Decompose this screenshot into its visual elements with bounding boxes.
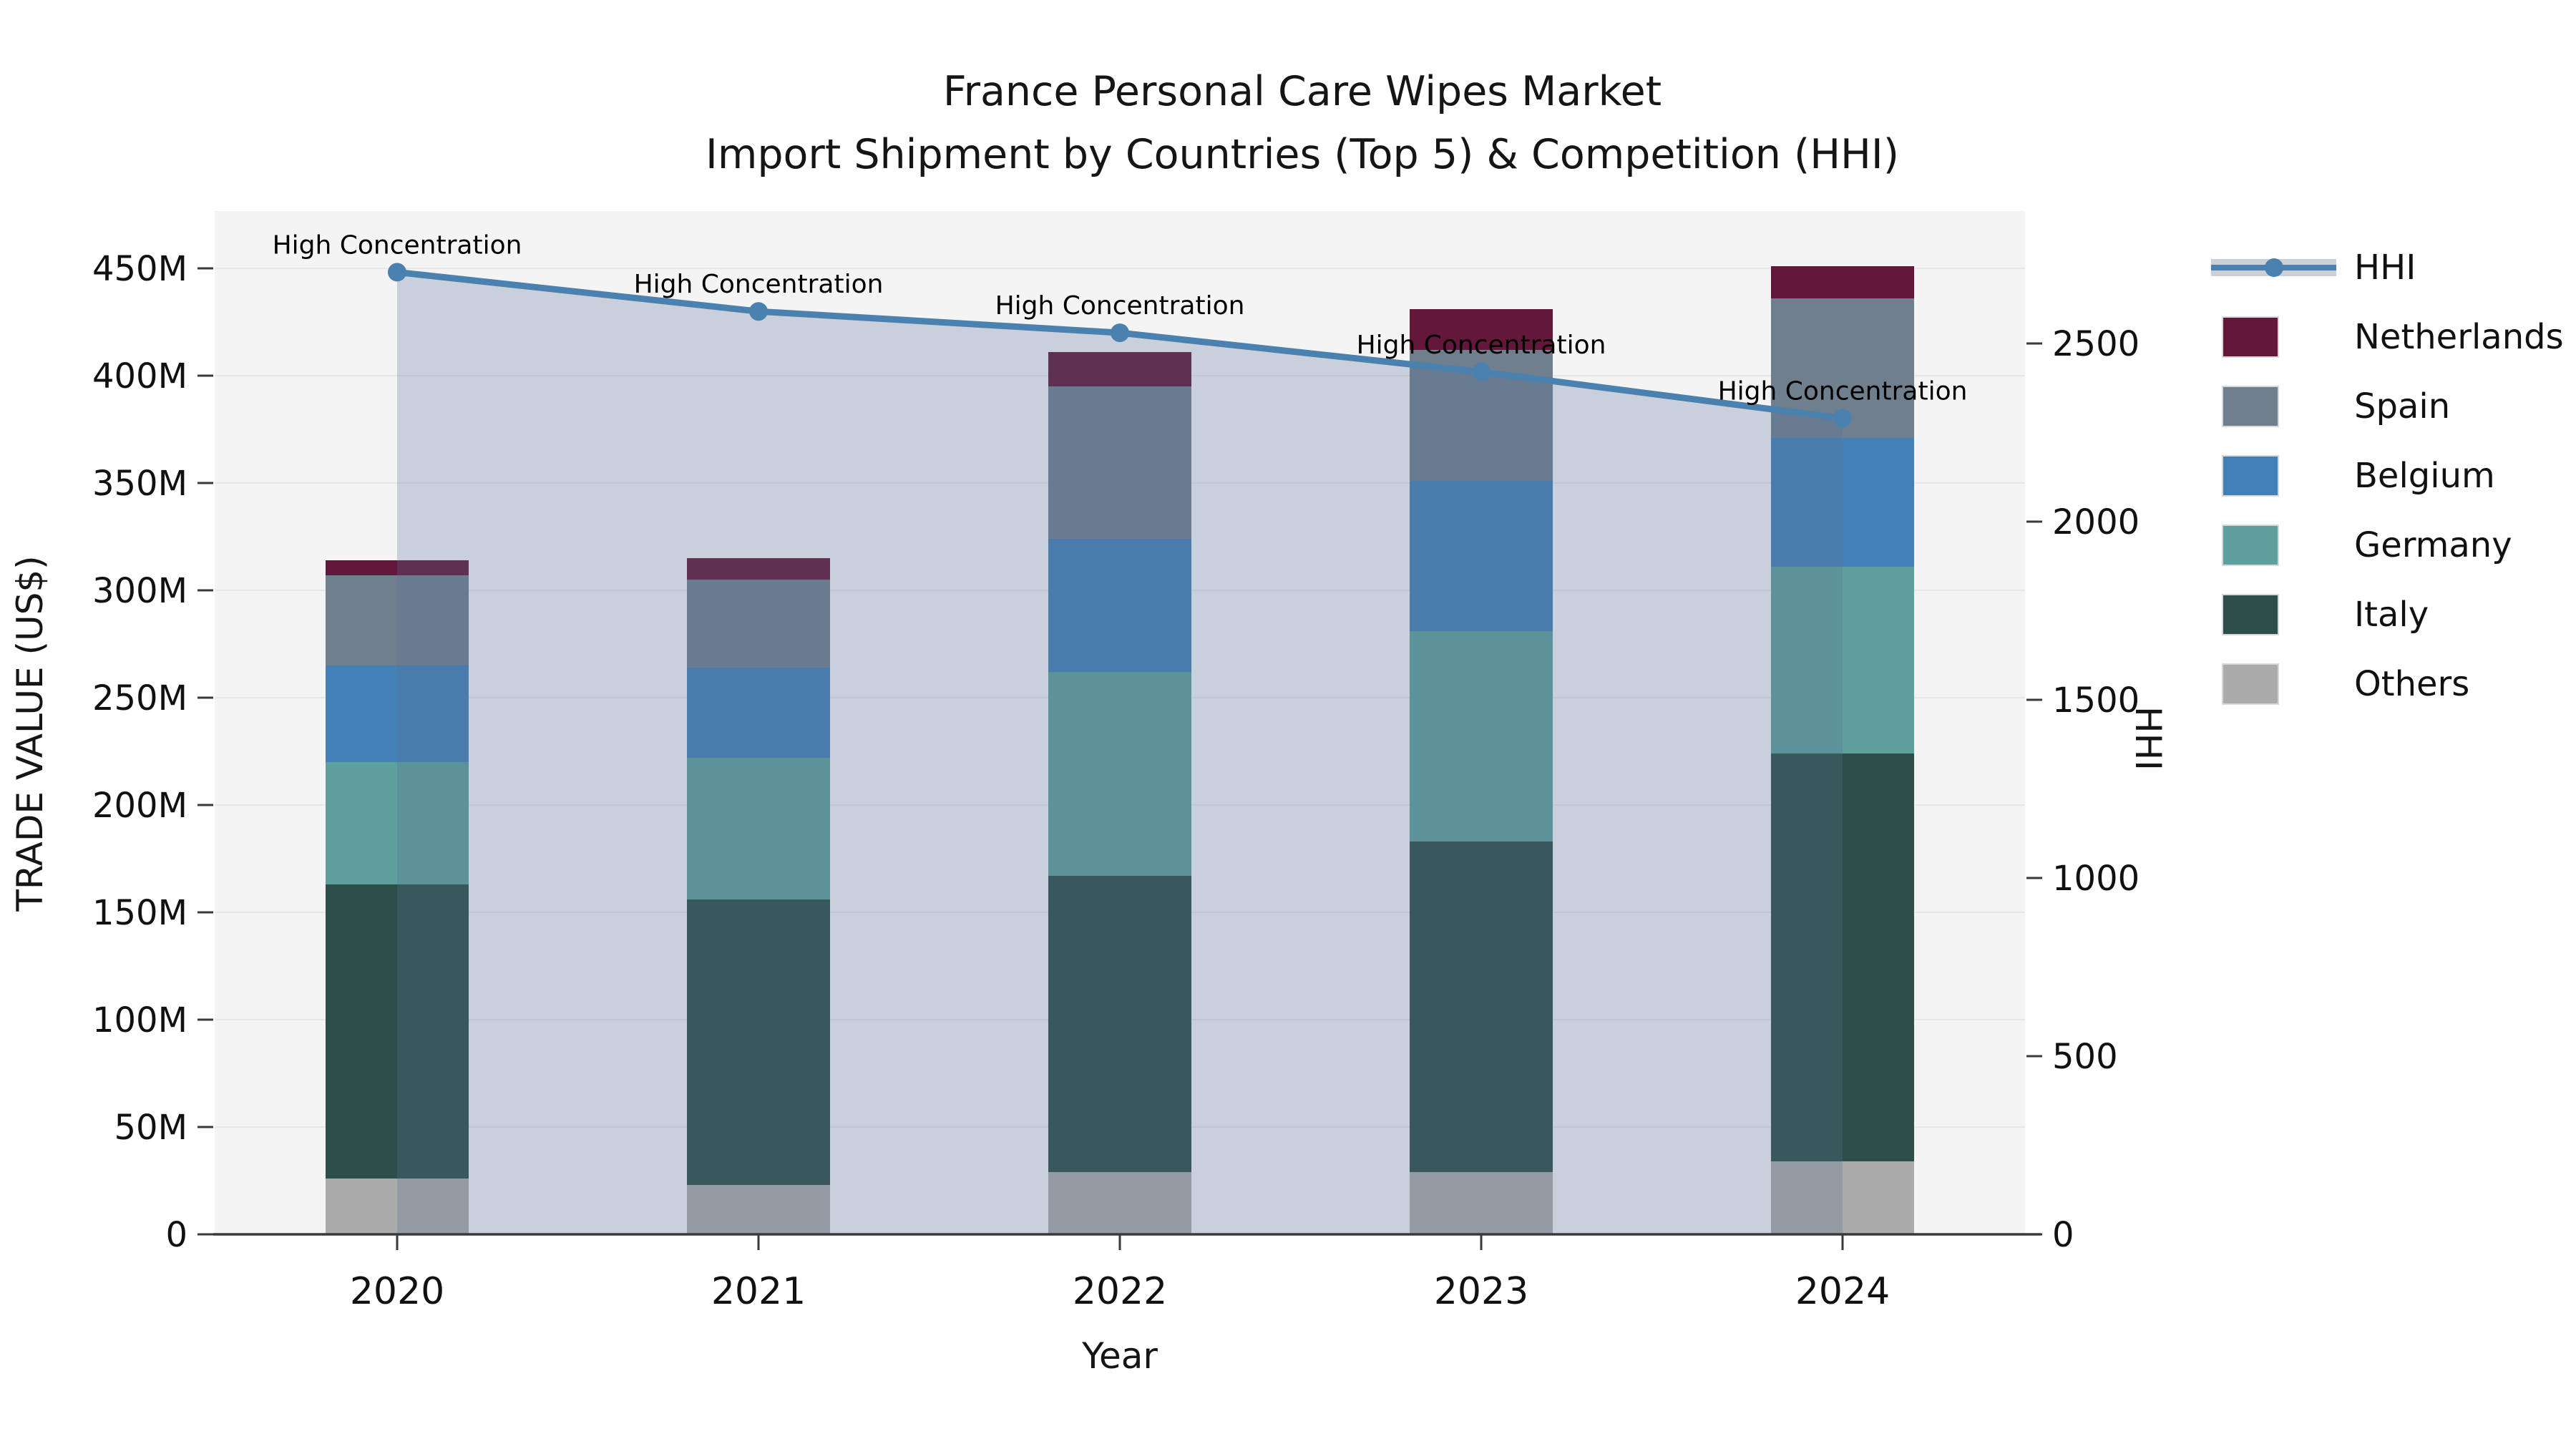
annotation-2024: High Concentration: [1718, 377, 1968, 406]
legend-label-germany: Germany: [2354, 525, 2512, 565]
legend-label-netherlands: Netherlands: [2354, 316, 2564, 357]
y-left-tick-label: 150M: [92, 893, 187, 933]
chart-title-line1: France Personal Care Wipes Market: [942, 68, 1662, 115]
y-left-tick-label: 250M: [92, 678, 187, 718]
hhi-marker-2023: [1472, 362, 1491, 381]
legend-swatch-others: [2222, 663, 2279, 705]
bar-segment-2022-others: [1048, 1172, 1191, 1234]
bar-segment-2023-netherlands: [1410, 309, 1553, 350]
bar-segment-2020-netherlands: [326, 560, 469, 575]
annotation-2022: High Concentration: [995, 291, 1245, 321]
y-right-tick-label: 1500: [2052, 680, 2140, 721]
annotation-2021: High Concentration: [634, 270, 884, 299]
hhi-marker-2024: [1833, 409, 1852, 428]
hhi-line-icon: [2211, 258, 2336, 277]
legend-label-hhi: HHI: [2354, 247, 2416, 288]
legend-item-netherlands: Netherlands: [2211, 302, 2564, 371]
bar-segment-2023-germany: [1410, 631, 1553, 841]
bar-segment-2020-others: [326, 1179, 469, 1234]
y-left-tick-label: 450M: [92, 249, 187, 289]
legend-swatch-germany: [2222, 524, 2279, 566]
legend-swatch-belgium: [2222, 454, 2279, 497]
bar-segment-2024-italy: [1771, 753, 1914, 1161]
legend-swatch-italy: [2222, 593, 2279, 635]
y-left-tick-label: 200M: [92, 786, 187, 826]
bar-segment-2021-italy: [687, 899, 830, 1185]
legend-swatch-spain: [2222, 385, 2279, 427]
legend-item-hhi: HHI: [2211, 233, 2555, 302]
legend-item-italy: Italy: [2211, 580, 2555, 649]
bar-segment-2020-spain: [326, 575, 469, 665]
hhi-marker-2021: [749, 302, 768, 321]
legend-label-belgium: Belgium: [2354, 455, 2495, 496]
bar-segment-2021-germany: [687, 758, 830, 899]
bar-segment-2024-belgium: [1771, 438, 1914, 567]
y-right-tick-label: 2500: [2052, 324, 2140, 364]
x-axis-title: Year: [1082, 1335, 1158, 1377]
y-axis-left-title: TRADE VALUE (US$): [9, 555, 51, 912]
bar-segment-2020-germany: [326, 762, 469, 884]
annotation-2023: High Concentration: [1357, 331, 1606, 360]
legend-swatch-netherlands: [2222, 316, 2279, 358]
bar-segment-2023-belgium: [1410, 481, 1553, 631]
hhi-marker-2020: [388, 263, 406, 282]
annotation-2020: High Concentration: [273, 230, 522, 260]
bar-segment-2022-spain: [1048, 386, 1191, 539]
bar-segment-2020-italy: [326, 884, 469, 1179]
y-right-tick-label: 500: [2052, 1037, 2118, 1077]
y-axis-right-title: HHI: [2127, 706, 2169, 771]
legend-label-others: Others: [2354, 663, 2470, 704]
bar-segment-2021-others: [687, 1185, 830, 1234]
bar-segment-2022-netherlands: [1048, 352, 1191, 386]
bar-segment-2023-italy: [1410, 841, 1553, 1172]
y-left-tick-label: 100M: [92, 1000, 187, 1040]
bar-segment-2020-belgium: [326, 665, 469, 762]
legend-item-others: Others: [2211, 649, 2555, 718]
bar-segment-2022-belgium: [1048, 539, 1191, 672]
y-left-tick-label: 50M: [114, 1108, 188, 1148]
y-right-tick-label: 2000: [2052, 502, 2140, 542]
hhi-area-fill: [397, 272, 1843, 1234]
chart-title-line2: Import Shipment by Countries (Top 5) & C…: [706, 131, 1899, 178]
legend-label-spain: Spain: [2354, 386, 2451, 426]
y-left-tick-label: 350M: [92, 464, 187, 504]
x-tick-label-2024: 2024: [1795, 1270, 1890, 1313]
bar-segment-2021-netherlands: [687, 558, 830, 580]
hhi-marker-2022: [1111, 323, 1129, 343]
chart-title: France Personal Care Wipes Market Import…: [706, 60, 1899, 186]
y-right-tick-label: 1000: [2052, 859, 2140, 899]
bar-segment-2022-italy: [1048, 876, 1191, 1172]
bar-segment-2024-germany: [1771, 567, 1914, 753]
x-tick-label-2022: 2022: [1073, 1270, 1167, 1313]
bar-segment-2022-germany: [1048, 672, 1191, 876]
x-tick-label-2020: 2020: [350, 1270, 444, 1313]
legend-item-spain: Spain: [2211, 371, 2555, 441]
x-tick-label-2021: 2021: [711, 1270, 806, 1313]
y-left-tick-label: 400M: [92, 356, 187, 396]
bar-segment-2021-belgium: [687, 668, 830, 758]
bar-segment-2024-others: [1771, 1161, 1914, 1234]
legend-item-belgium: Belgium: [2211, 441, 2555, 510]
bar-segment-2024-netherlands: [1771, 266, 1914, 298]
bar-segment-2021-spain: [687, 580, 830, 668]
y-left-tick-label: 0: [165, 1215, 187, 1255]
bar-segment-2023-others: [1410, 1172, 1553, 1234]
chart-legend: HHI Netherlands Spain Belgium Germany Italy Ot…: [2211, 233, 2564, 718]
x-tick-label-2023: 2023: [1434, 1270, 1528, 1313]
legend-label-italy: Italy: [2354, 594, 2429, 635]
legend-item-germany: Germany: [2211, 510, 2555, 580]
y-left-tick-label: 300M: [92, 571, 187, 611]
y-right-tick-label: 0: [2052, 1215, 2074, 1255]
